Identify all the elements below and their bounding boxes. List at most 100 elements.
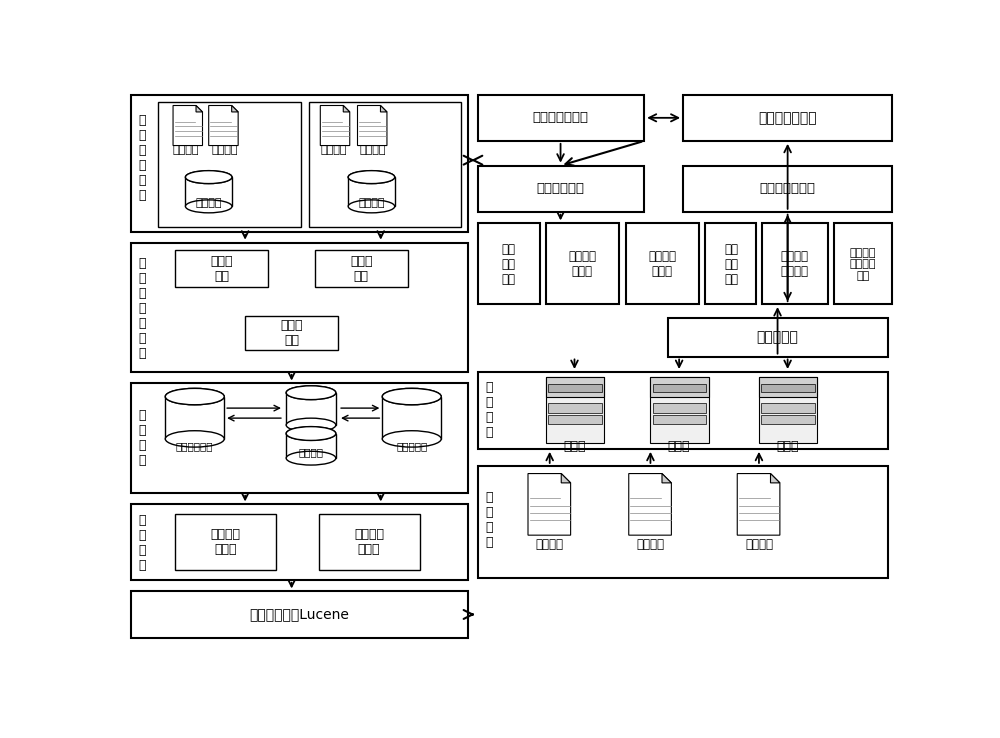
Text: 语义
冲突
调解: 语义 冲突 调解 [502,243,516,286]
Ellipse shape [286,427,336,441]
Polygon shape [737,474,780,535]
Text: 倒排索引: 倒排索引 [636,538,664,551]
Polygon shape [561,474,571,483]
Text: 基于统计
的分词: 基于统计 的分词 [354,528,384,556]
Ellipse shape [348,170,395,184]
Bar [761,404,815,413]
Ellipse shape [185,200,232,213]
Polygon shape [320,106,350,145]
Text: 相关度评价模型: 相关度评价模型 [533,111,589,124]
Ellipse shape [165,388,224,404]
Text: 索
引
文
件: 索 引 文 件 [486,491,493,549]
Text: 文本数据: 文本数据 [320,145,347,155]
Bar [131,94,468,232]
Text: 服务一: 服务一 [563,440,586,453]
Bar [668,318,888,356]
Text: 自适应的
综合排序
设计: 自适应的 综合排序 设计 [850,247,876,280]
Bar [759,377,817,397]
Text: 服务三: 服务三 [776,440,799,453]
Text: 元数据目录库: 元数据目录库 [176,441,214,452]
Text: 检索
结果
融合: 检索 结果 融合 [724,243,738,286]
Bar [546,377,604,443]
Ellipse shape [286,418,336,432]
Text: 联邦式检索: 联邦式检索 [757,331,798,344]
Polygon shape [662,474,671,483]
Polygon shape [173,106,202,145]
Text: 元数据库: 元数据库 [358,198,385,207]
Bar [131,504,468,580]
Bar [348,177,395,207]
Bar [131,384,468,493]
Ellipse shape [382,431,441,447]
Text: 元数据
集成: 元数据 集成 [211,255,233,283]
Text: 元数据
描述: 元数据 描述 [350,255,373,283]
Polygon shape [196,106,202,112]
Bar [705,224,756,304]
Bar [319,514,420,570]
Bar [382,396,441,439]
Bar [650,377,709,443]
Bar [286,433,336,458]
Ellipse shape [286,386,336,399]
Bar [546,377,604,397]
Bar [175,250,268,287]
Bar [548,404,602,413]
Bar [286,393,336,425]
Bar [683,94,892,141]
Bar [478,165,644,212]
Bar [548,415,602,424]
Polygon shape [232,106,238,112]
Ellipse shape [286,451,336,465]
Bar [653,384,706,392]
Polygon shape [528,474,571,535]
Text: 模式层冲
突调解: 模式层冲 突调解 [648,250,676,278]
Bar [548,384,602,392]
Polygon shape [380,106,387,112]
Text: 文本数据: 文本数据 [173,145,199,155]
Ellipse shape [286,427,336,441]
Bar [478,372,888,449]
Text: 索引构建工具Lucene: 索引构建工具Lucene [249,607,349,621]
Text: 领域规则库: 领域规则库 [396,441,427,452]
Bar [834,224,892,304]
Bar [653,404,706,413]
Text: 倒排索引: 倒排索引 [536,538,564,551]
Bar [761,415,815,424]
Ellipse shape [348,200,395,213]
Polygon shape [358,106,387,145]
Bar [759,377,817,443]
Text: 数
据
空
间: 数 据 空 间 [138,409,146,467]
Bar [478,466,888,578]
Bar [315,250,408,287]
Text: 分
布
式
数
据
源: 分 布 式 数 据 源 [138,114,146,202]
Text: 元数据库: 元数据库 [195,198,222,207]
Ellipse shape [185,170,232,184]
Polygon shape [343,106,350,112]
Bar [653,415,706,424]
Bar [245,316,338,351]
Bar [761,384,815,392]
Bar [131,591,468,638]
Text: 对象关联: 对象关联 [298,429,324,438]
Ellipse shape [185,170,232,184]
Bar [762,224,828,304]
Bar [626,224,699,304]
Text: 中
文
分
词: 中 文 分 词 [138,514,146,572]
Text: 排序算法
性能比较: 排序算法 性能比较 [781,250,809,278]
Text: 图像数据: 图像数据 [212,145,238,155]
Text: 关键词预处理: 关键词预处理 [537,182,585,195]
Text: 基于匹配
的分词: 基于匹配 的分词 [211,528,241,556]
Polygon shape [629,474,671,535]
Bar [683,165,892,212]
Bar [175,514,276,570]
Bar [158,103,301,227]
Ellipse shape [348,170,395,184]
Polygon shape [209,106,238,145]
Text: 索引文件: 索引文件 [298,447,324,457]
Text: 异构性
屏蔽: 异构性 屏蔽 [280,320,303,348]
Text: 倒排索引: 倒排索引 [745,538,773,551]
Text: 数据层冲
突调解: 数据层冲 突调解 [568,250,596,278]
Ellipse shape [382,388,441,404]
Bar [478,224,540,304]
Bar [650,377,709,397]
